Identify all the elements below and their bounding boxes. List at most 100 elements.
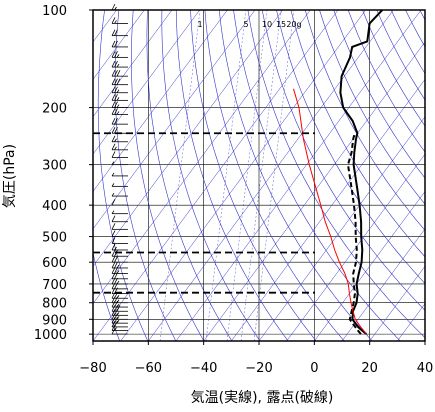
level-marker-layer <box>93 132 315 294</box>
wind-barb-flag <box>114 146 117 151</box>
y-tick-label: 100 <box>42 4 67 19</box>
wind-barb-flag <box>111 101 116 108</box>
wind-barb <box>111 40 128 48</box>
wind-barb <box>111 29 128 37</box>
wind-barb-flag <box>114 78 118 85</box>
wind-barb-flag <box>116 54 120 58</box>
dry-adiabat-line <box>161 10 261 341</box>
wind-barb-flag <box>111 324 116 331</box>
mixing-ratio-labels: 1 5 10 15 20g <box>197 20 301 29</box>
wind-barb <box>111 327 128 335</box>
mixing-ratio-line <box>253 10 295 341</box>
wind-barb-flag <box>111 17 116 24</box>
wind-barb-flag <box>111 117 116 125</box>
wind-barb-flag <box>114 94 118 101</box>
wind-barb <box>111 210 128 215</box>
wind-barb-flag <box>114 29 118 36</box>
isotherm-line <box>93 10 145 80</box>
wind-barb-flag <box>114 267 118 274</box>
isotherm-line <box>231 78 425 341</box>
wind-barb-flag <box>111 29 116 36</box>
wind-barb-flag <box>116 264 120 269</box>
wind-barb-flag <box>111 108 116 115</box>
dry-adiabat-line <box>146 10 233 341</box>
wind-barb <box>111 78 128 86</box>
mixing-ratio-line <box>240 10 282 341</box>
wind-barb-flag <box>114 117 118 125</box>
wind-barb-flag <box>111 210 115 214</box>
isotherm-line <box>286 153 425 341</box>
isotherm-line <box>93 10 228 192</box>
wind-barb-flag <box>114 86 118 93</box>
dry-adiabat-line <box>276 10 425 284</box>
wind-barb-flag <box>116 295 120 299</box>
y-tick-label: 1000 <box>34 328 67 343</box>
y-tick-label: 700 <box>42 278 67 293</box>
wind-barb-flag <box>116 63 120 68</box>
wind-barb-flag <box>111 183 115 187</box>
wind-barb-flag <box>114 313 118 320</box>
wind-barb-flag <box>114 256 118 263</box>
wind-barb-flag <box>111 151 116 158</box>
wind-barb-flag <box>114 320 118 328</box>
wind-barb-flag <box>116 280 120 285</box>
dry-adiabat-line <box>304 10 425 231</box>
dry-adiabat-line <box>190 10 317 341</box>
isotherm-line <box>203 41 425 341</box>
isotherm-line <box>175 10 422 341</box>
wind-barb <box>111 320 128 328</box>
isotherm-line <box>93 10 256 230</box>
dry-adiabat-line <box>114 10 177 341</box>
x-tick-label: 0 <box>310 361 318 376</box>
wind-barb-flag <box>111 94 116 101</box>
wind-barb-flag <box>111 143 116 150</box>
wind-barb-flag <box>111 127 116 134</box>
wind-barb-flag <box>111 3 116 11</box>
wind-barb-flag <box>116 78 121 85</box>
y-tick-label: 600 <box>42 256 67 271</box>
isotherm-line <box>93 10 339 341</box>
x-tick-label: 20 <box>361 361 378 376</box>
dry-adiabat-line <box>175 10 289 341</box>
wind-barb-flag <box>111 78 116 85</box>
y-tick-label: 800 <box>42 297 67 312</box>
dry-adiabat-line <box>333 10 425 179</box>
wind-barb-flag <box>114 246 117 251</box>
wind-barb <box>111 256 128 263</box>
dry-adiabat-line <box>347 10 425 153</box>
dry-adiabat-line <box>247 10 425 339</box>
y-tick-label: 300 <box>42 159 67 174</box>
wind-barb <box>111 86 128 94</box>
wind-barb-flag <box>111 250 116 257</box>
wind-barb-flag <box>111 316 116 324</box>
temperature-line <box>339 10 384 335</box>
wind-barb-flag <box>111 267 116 274</box>
wind-barb-flag <box>114 316 118 324</box>
isotherm-line <box>148 10 394 341</box>
wind-barb <box>111 161 128 166</box>
wind-barb <box>111 183 128 187</box>
wind-barb-flag <box>116 111 120 115</box>
wind-barb-flag <box>111 223 116 230</box>
wind-barb-flag <box>116 69 121 77</box>
wind-barb <box>111 108 128 115</box>
wind-barb-flag <box>111 135 116 142</box>
mixing-ratio-label: 1 <box>197 20 202 29</box>
y-axis-title: 気圧(hPa) <box>2 144 18 208</box>
wind-barb-flag <box>111 243 116 251</box>
wind-barb-layer <box>111 3 128 335</box>
wind-barb-flag <box>111 172 115 177</box>
wind-barb <box>111 151 128 158</box>
wind-barb <box>111 324 128 331</box>
wind-barb <box>111 17 128 24</box>
wind-barb <box>111 172 128 177</box>
isotherm-line <box>120 10 366 341</box>
axis-layer: −80 −60 −40 −20 0 20 40 100 200 300 400 500 600 700 80… <box>34 4 433 376</box>
x-tick-label: −80 <box>79 361 106 376</box>
wind-barb-flag <box>114 309 118 316</box>
wind-barb-flag <box>111 51 116 58</box>
wind-barb-flag <box>111 256 116 263</box>
isotherm-line <box>93 10 200 155</box>
wind-barb-flag <box>114 40 118 48</box>
mixing-ratio-line <box>159 10 201 341</box>
